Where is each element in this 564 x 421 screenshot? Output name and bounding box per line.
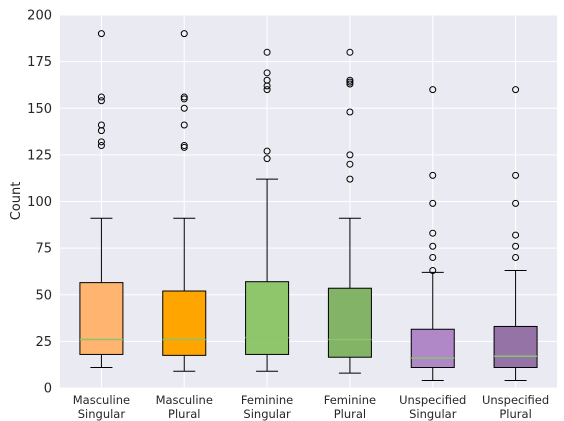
outlier-point bbox=[97, 138, 105, 146]
x-tick-label: Masculine bbox=[73, 393, 130, 407]
box-iqr bbox=[79, 282, 124, 355]
outlier-point bbox=[97, 93, 105, 101]
x-tick-label: Plural bbox=[499, 407, 531, 421]
outlier-point bbox=[346, 108, 354, 116]
outlier-point bbox=[346, 175, 354, 183]
box-6 bbox=[493, 86, 538, 382]
outlier-point bbox=[180, 104, 188, 112]
outlier-point bbox=[97, 142, 105, 150]
box-5 bbox=[410, 86, 455, 382]
outlier-point bbox=[512, 199, 520, 207]
y-tick-label: 150 bbox=[27, 102, 52, 117]
outlier-point bbox=[180, 143, 188, 151]
x-tick-labels: MasculineSingularMasculinePluralFeminine… bbox=[73, 393, 549, 421]
outlier-point bbox=[429, 229, 437, 237]
y-axis-title: Count bbox=[9, 182, 24, 221]
outlier-point bbox=[97, 30, 105, 38]
outlier-point bbox=[346, 80, 354, 88]
box-iqr bbox=[410, 328, 455, 368]
x-tick-label: Plural bbox=[334, 407, 366, 421]
outlier-point bbox=[346, 78, 354, 86]
x-tick-label: Unspecified bbox=[399, 393, 466, 407]
outlier-point bbox=[429, 199, 437, 207]
outlier-point bbox=[346, 160, 354, 168]
x-tick-label: Singular bbox=[409, 407, 457, 421]
outlier-point bbox=[180, 95, 188, 103]
box-iqr bbox=[327, 287, 372, 358]
outlier-point bbox=[180, 121, 188, 129]
y-tick-labels: 0 25 50 75 100 125 150 175 200 bbox=[27, 9, 52, 397]
box-iqr bbox=[162, 290, 207, 356]
y-tick-label: 175 bbox=[27, 55, 52, 70]
y-tick-label: 75 bbox=[35, 242, 52, 257]
outlier-point bbox=[180, 30, 188, 38]
x-tick-label: Feminine bbox=[241, 393, 293, 407]
outlier-point bbox=[97, 97, 105, 105]
x-tick-label: Singular bbox=[78, 407, 126, 421]
box-iqr bbox=[493, 325, 538, 368]
outlier-point bbox=[429, 171, 437, 179]
box-iqr bbox=[245, 281, 290, 355]
outlier-point bbox=[429, 86, 437, 94]
outlier-point bbox=[263, 147, 271, 155]
box-2 bbox=[162, 30, 207, 372]
outlier-point bbox=[512, 253, 520, 261]
outlier-point bbox=[512, 242, 520, 250]
x-tick-label: Unspecified bbox=[482, 393, 549, 407]
y-tick-label: 50 bbox=[35, 288, 52, 303]
outlier-point bbox=[263, 48, 271, 56]
outlier-point bbox=[180, 142, 188, 150]
y-tick-label: 125 bbox=[27, 148, 52, 163]
outlier-point bbox=[180, 93, 188, 101]
box-4 bbox=[327, 48, 372, 374]
outlier-point bbox=[429, 267, 437, 275]
outlier-point bbox=[263, 82, 271, 90]
outlier-point bbox=[346, 151, 354, 159]
y-tick-label: 200 bbox=[27, 9, 52, 24]
outlier-point bbox=[346, 48, 354, 56]
box-3 bbox=[245, 48, 290, 372]
outlier-point bbox=[263, 155, 271, 163]
x-tick-label: Masculine bbox=[156, 393, 213, 407]
outlier-point bbox=[429, 242, 437, 250]
outlier-point bbox=[429, 253, 437, 261]
outlier-point bbox=[263, 69, 271, 77]
outlier-point bbox=[346, 76, 354, 84]
box-1 bbox=[79, 30, 124, 368]
box-series bbox=[79, 30, 538, 382]
outlier-point bbox=[512, 86, 520, 94]
x-tick-label: Plural bbox=[168, 407, 200, 421]
y-tick-label: 0 bbox=[44, 382, 52, 397]
x-tick-label: Singular bbox=[243, 407, 291, 421]
x-tick-label: Feminine bbox=[324, 393, 376, 407]
outlier-point bbox=[512, 231, 520, 239]
outlier-point bbox=[263, 86, 271, 94]
outlier-point bbox=[512, 171, 520, 179]
y-tick-label: 25 bbox=[35, 335, 52, 350]
y-tick-label: 100 bbox=[27, 195, 52, 210]
outlier-point bbox=[97, 127, 105, 135]
